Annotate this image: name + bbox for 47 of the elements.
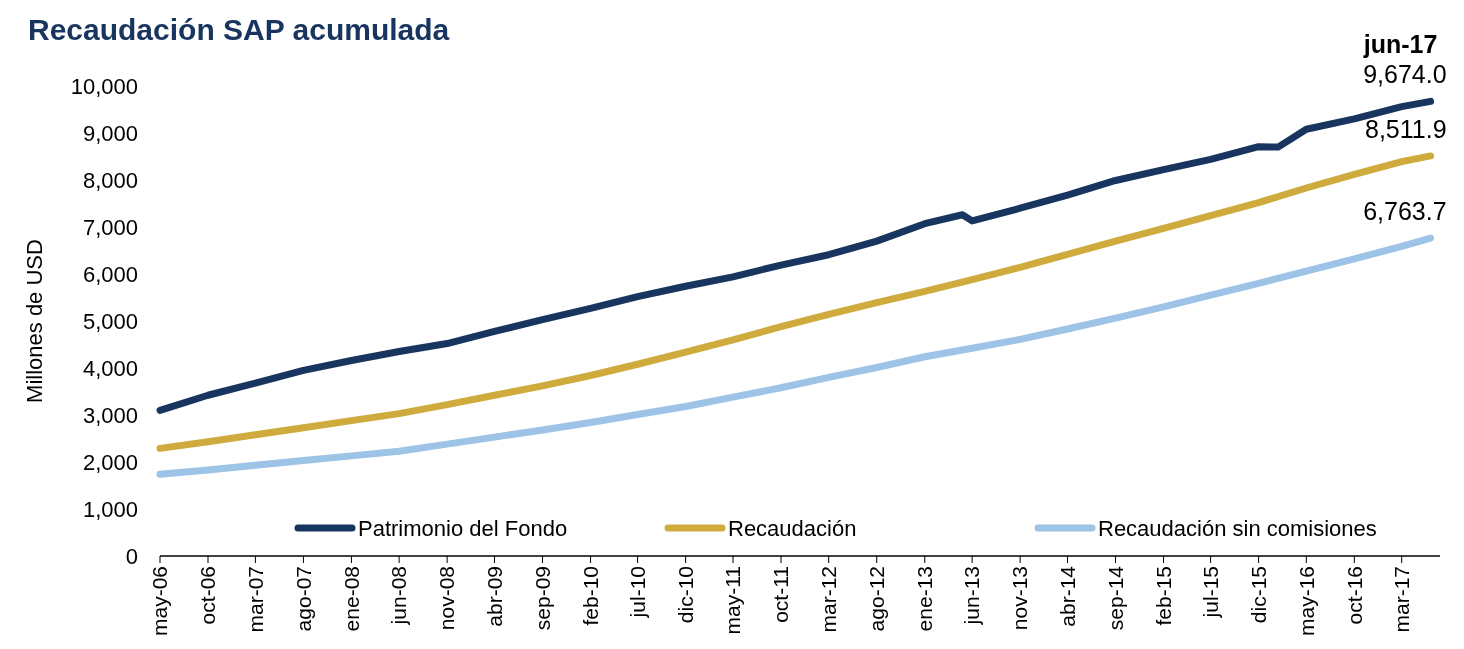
y-tick-label: 0	[125, 543, 138, 569]
data-label: 8,511.9	[1365, 114, 1447, 143]
y-tick-label: 9,000	[82, 120, 138, 146]
x-tick-label: mar-12	[817, 566, 841, 633]
y-tick-label: 3,000	[82, 402, 138, 428]
x-tick-label: ago-12	[865, 566, 889, 632]
x-tick-label: jul-10	[625, 566, 649, 619]
data-label: 6,763.7	[1363, 197, 1447, 226]
x-tick-label: sep-09	[530, 566, 554, 631]
x-tick-label: jun-08	[387, 566, 411, 626]
x-tick-label: oct-11	[769, 566, 793, 623]
x-tick-label: ene-13	[913, 566, 937, 632]
x-tick-label: dic-15	[1246, 566, 1270, 624]
y-tick-label: 6,000	[82, 261, 138, 287]
x-tick-label: abr-14	[1055, 565, 1079, 627]
x-tick-label: nov-13	[1008, 566, 1032, 631]
y-tick-label: 1,000	[82, 496, 138, 522]
x-tick-label: jul-15	[1198, 566, 1222, 619]
x-tick-label: sep-14	[1103, 565, 1127, 631]
y-tick-label: 5,000	[82, 308, 138, 334]
y-tick-label: 7,000	[82, 214, 138, 240]
legend-label: Patrimonio del Fondo	[358, 515, 568, 541]
x-tick-label: abr-09	[482, 566, 506, 627]
legend-label: Recaudación sin comisiones	[1098, 515, 1377, 541]
chart-title: Recaudación SAP acumulada	[28, 13, 450, 46]
x-tick-label: mar-07	[243, 566, 267, 633]
y-tick-label: 8,000	[82, 167, 138, 193]
x-tick-label: jun-13	[960, 566, 984, 626]
x-tick-label: feb-15	[1151, 566, 1175, 626]
y-tick-label: 4,000	[82, 355, 138, 381]
x-tick-label: nov-08	[435, 566, 459, 631]
x-tick-label: may-06	[148, 566, 172, 637]
x-tick-label: oct-16	[1342, 566, 1366, 625]
y-tick-label: 10,000	[70, 73, 138, 99]
annotation: jun-17	[1362, 30, 1438, 59]
x-tick-label: mar-17	[1390, 566, 1414, 633]
x-tick-label: may-11	[721, 566, 745, 635]
x-tick-label: ene-08	[339, 566, 363, 632]
x-tick-label: may-16	[1294, 566, 1318, 637]
x-tick-label: dic-10	[673, 566, 697, 624]
y-tick-label: 2,000	[82, 449, 138, 475]
legend-label: Recaudación	[728, 515, 857, 541]
x-tick-label: oct-06	[196, 566, 220, 625]
y-axis-title: Millones de USD	[22, 239, 47, 403]
data-label: 9,674.0	[1363, 60, 1447, 89]
x-tick-label: feb-10	[578, 566, 602, 626]
x-tick-label: ago-07	[291, 566, 315, 632]
